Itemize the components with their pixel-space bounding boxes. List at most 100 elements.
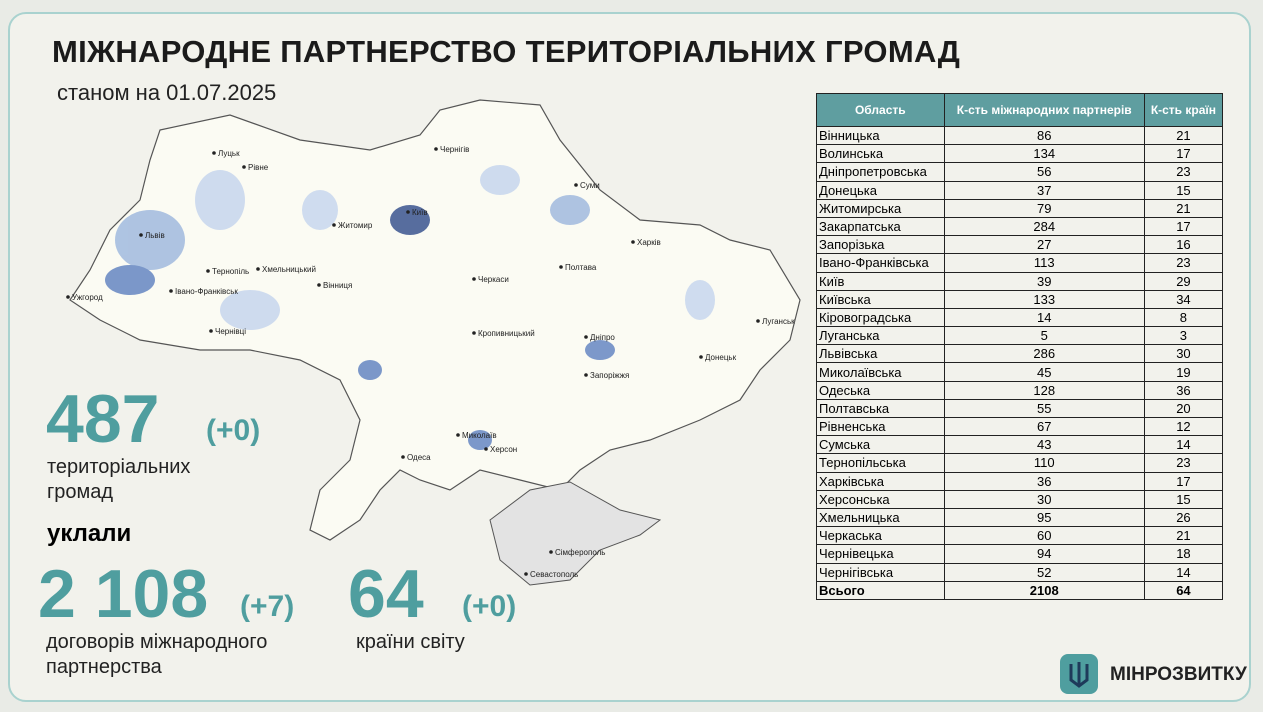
subtitle: станом на 01.07.2025 (57, 80, 277, 105)
number-cell: 55 (943, 398, 1145, 419)
region-cell: Полтавська (816, 398, 945, 419)
number-cell: 8 (1143, 307, 1224, 328)
region-cell: Вінницька (816, 125, 945, 146)
city-dot (699, 355, 703, 359)
table-row: Черкаська 60 21 (816, 526, 1224, 546)
countries-change: (+0) (462, 590, 517, 623)
city-dot (574, 183, 578, 187)
table-row: Івано-Франківська 113 23 (816, 253, 1224, 273)
number-cell: 26 (1143, 507, 1224, 528)
communities-change: (+0) (206, 414, 261, 447)
number-cell: 30 (943, 489, 1145, 509)
table-row: Кіровоградська 14 8 (816, 307, 1224, 328)
region-cell: Запорізька (816, 235, 945, 255)
table-row: Дніпропетровська 56 23 (816, 162, 1224, 182)
city-label: Житомир (338, 221, 373, 230)
number-cell: 286 (943, 344, 1145, 364)
city-label: Тернопіль (212, 267, 249, 276)
agreements-label: договорів міжнародного (46, 631, 268, 653)
number-cell: 14 (1143, 435, 1224, 455)
countries-value: 64 (348, 556, 424, 632)
number-cell: 133 (943, 289, 1145, 309)
header-cell: К-сть країн (1143, 93, 1224, 127)
table-row: Чернігівська 52 14 (816, 562, 1224, 582)
agreements-change: (+7) (240, 590, 295, 623)
city-label: Чернігів (440, 145, 469, 154)
region-cell: Черкаська (816, 526, 945, 546)
shaded-communities (105, 165, 715, 450)
region-cell: Всього (816, 580, 945, 600)
communities-label: територіальних (47, 456, 191, 478)
table-row: Запорізька 27 16 (816, 235, 1224, 255)
city-label: Запоріжжя (590, 371, 629, 380)
crimea (489, 481, 662, 586)
number-cell: 64 (1143, 580, 1224, 600)
agreements-value: 2 108 (38, 556, 209, 632)
city-dot (584, 373, 588, 377)
map: Чернігів Суми Луцьк Рівне Київ Житомир Харків Л… (66, 99, 801, 586)
city-label: Полтава (565, 263, 597, 272)
number-cell: 23 (1143, 162, 1224, 182)
city-label: Луганськ (762, 317, 795, 326)
table-row: Полтавська 55 20 (816, 398, 1224, 419)
region-cell: Миколаївська (816, 362, 945, 382)
city-label: Луцьк (218, 149, 240, 158)
city-label: Чернівці (215, 327, 246, 336)
number-cell: 17 (1143, 471, 1224, 491)
number-cell: 17 (1143, 144, 1224, 164)
city-dot (212, 151, 216, 155)
city-dot (169, 289, 173, 293)
region-cell: Львівська (816, 344, 945, 364)
city-label: Миколаїв (462, 431, 497, 440)
city-dot (549, 550, 553, 554)
number-cell: 14 (1143, 562, 1224, 582)
number-cell: 134 (943, 144, 1145, 164)
city-dot (434, 147, 438, 151)
city-label: Київ (412, 208, 428, 217)
city-dot (317, 283, 321, 287)
city-label: Ужгород (72, 293, 103, 302)
number-cell: 36 (1143, 380, 1224, 400)
region-cell: Чернігівська (816, 562, 945, 582)
city-dot (406, 210, 410, 214)
number-cell: 18 (1143, 544, 1224, 564)
city-label: Херсон (490, 445, 517, 454)
city-dot (559, 265, 563, 269)
header-row: Область К-сть міжнародних партнерів К-сть … (816, 93, 1224, 127)
region-cell: Тернопільська (816, 453, 945, 473)
number-cell: 95 (943, 507, 1145, 528)
region-cell: Сумська (816, 435, 945, 455)
number-cell: 45 (943, 362, 1145, 382)
number-cell: 16 (1143, 235, 1224, 255)
table-row: Хмельницька 95 26 (816, 507, 1224, 528)
city-label: Рівне (248, 163, 269, 172)
number-cell: 12 (1143, 416, 1224, 437)
city-label: Кропивницький (478, 329, 535, 338)
number-cell: 29 (1143, 271, 1224, 291)
number-cell: 284 (943, 216, 1145, 237)
number-cell: 15 (1143, 489, 1224, 509)
table-row: Житомирська 79 21 (816, 198, 1224, 218)
table-row: Вінницька 86 21 (816, 125, 1224, 146)
city-label: Севастополь (530, 570, 578, 579)
table-row: Всього 2108 64 (816, 580, 1224, 600)
table-row: Миколаївська 45 19 (816, 362, 1224, 382)
region-cell: Київ (816, 271, 945, 291)
number-cell: 67 (943, 416, 1145, 437)
number-cell: 5 (943, 326, 1145, 346)
region-cell: Чернівецька (816, 544, 945, 564)
number-cell: 86 (943, 125, 1145, 146)
number-cell: 56 (943, 162, 1145, 182)
city-dot (456, 433, 460, 437)
region-cell: Закарпатська (816, 216, 945, 237)
region-cell: Одеська (816, 380, 945, 400)
title: МІЖНАРОДНЕ ПАРТНЕРСТВО ТЕРИТОРІАЛЬНИХ ГР… (52, 34, 961, 69)
city-label: Вінниця (323, 281, 352, 290)
city-dot (401, 455, 405, 459)
agreements-label: партнерства (46, 656, 162, 678)
city-dot (242, 165, 246, 169)
header-cell: К-сть міжнародних партнерів (943, 93, 1145, 127)
table-row: Донецька 37 15 (816, 180, 1224, 200)
city-dot (472, 331, 476, 335)
